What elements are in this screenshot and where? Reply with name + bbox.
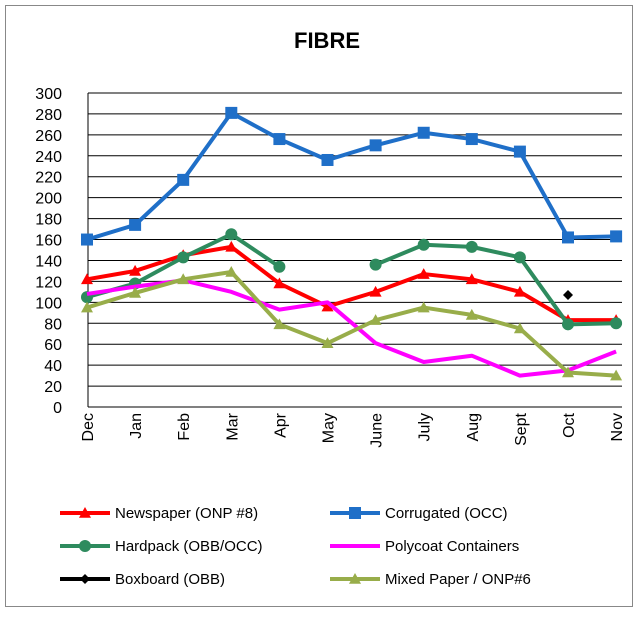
y-tick-label: 100 <box>35 295 62 312</box>
marker <box>273 260 286 273</box>
marker <box>225 240 238 252</box>
x-tick-label: Jan <box>128 413 145 439</box>
marker <box>273 133 286 146</box>
legend-label: Newspaper (ONP #8) <box>115 505 258 522</box>
x-tick-label: Aug <box>465 413 482 441</box>
marker <box>417 238 430 251</box>
legend-label: Corrugated (OCC) <box>385 505 508 522</box>
chart-border <box>5 5 633 607</box>
marker <box>610 317 623 330</box>
y-tick-label: 160 <box>35 233 62 250</box>
y-tick-label: 300 <box>35 86 62 103</box>
x-tick-label: Dec <box>80 413 97 441</box>
marker <box>81 273 93 285</box>
x-tick-label: Oct <box>561 412 578 437</box>
y-tick-label: 80 <box>44 316 62 333</box>
marker <box>79 540 91 552</box>
marker <box>321 337 334 348</box>
marker <box>80 574 90 584</box>
y-tick-label: 40 <box>44 358 62 375</box>
marker <box>79 507 91 518</box>
marker <box>610 230 623 243</box>
marker <box>369 285 382 297</box>
y-tick-label: 200 <box>35 191 62 208</box>
marker <box>225 228 238 241</box>
marker <box>513 251 526 264</box>
x-tick-label: Mar <box>224 412 241 440</box>
marker <box>321 153 334 166</box>
y-tick-label: 0 <box>53 400 62 417</box>
marker <box>563 290 573 301</box>
series-line <box>86 269 617 378</box>
marker <box>349 573 361 584</box>
marker <box>513 322 526 334</box>
marker <box>129 286 142 298</box>
y-tick-label: 60 <box>44 337 62 354</box>
marker <box>349 507 361 519</box>
series-line <box>86 244 617 323</box>
y-tick-label: 220 <box>35 170 62 187</box>
marker <box>562 231 574 244</box>
marker <box>225 265 238 277</box>
y-tick-label: 140 <box>35 253 62 270</box>
marker <box>465 273 478 285</box>
marker <box>177 173 190 186</box>
marker <box>465 308 478 320</box>
marker <box>129 264 142 276</box>
marker <box>129 218 142 231</box>
y-tick-label: 120 <box>35 274 62 291</box>
marker <box>369 258 382 271</box>
marker <box>321 300 334 312</box>
marker <box>81 301 93 313</box>
y-tick-label: 20 <box>44 379 62 396</box>
marker <box>417 126 430 139</box>
x-tick-label: May <box>321 413 338 443</box>
marker <box>369 139 382 152</box>
x-tick-label: July <box>417 413 434 441</box>
marker <box>177 273 190 285</box>
marker <box>417 268 430 279</box>
y-tick-label: 180 <box>35 212 62 229</box>
legend-label: Polycoat Containers <box>385 538 519 555</box>
marker <box>465 240 478 253</box>
marker <box>513 145 526 158</box>
marker <box>81 233 93 246</box>
marker <box>273 318 286 330</box>
x-tick-label: Feb <box>176 413 193 441</box>
marker <box>610 369 623 381</box>
x-tick-label: Nov <box>609 413 626 441</box>
legend-label: Boxboard (OBB) <box>115 571 225 588</box>
marker <box>513 285 526 297</box>
series-line <box>86 110 617 242</box>
marker <box>225 106 238 119</box>
y-tick-label: 260 <box>35 128 62 145</box>
marker <box>562 366 574 378</box>
marker <box>273 277 286 289</box>
legend-label: Mixed Paper / ONP#6 <box>385 571 531 588</box>
marker <box>369 314 382 325</box>
y-tick-label: 240 <box>35 149 62 166</box>
marker <box>562 318 574 331</box>
legend-label: Hardpack (OBB/OCC) <box>115 538 263 555</box>
y-tick-label: 280 <box>35 107 62 124</box>
x-tick-label: Sept <box>513 412 530 445</box>
marker <box>177 251 190 264</box>
x-tick-label: June <box>369 413 386 448</box>
x-tick-label: Apr <box>272 412 289 438</box>
chart-title: FIBRE <box>294 28 360 53</box>
marker <box>417 301 430 313</box>
marker <box>465 133 478 146</box>
